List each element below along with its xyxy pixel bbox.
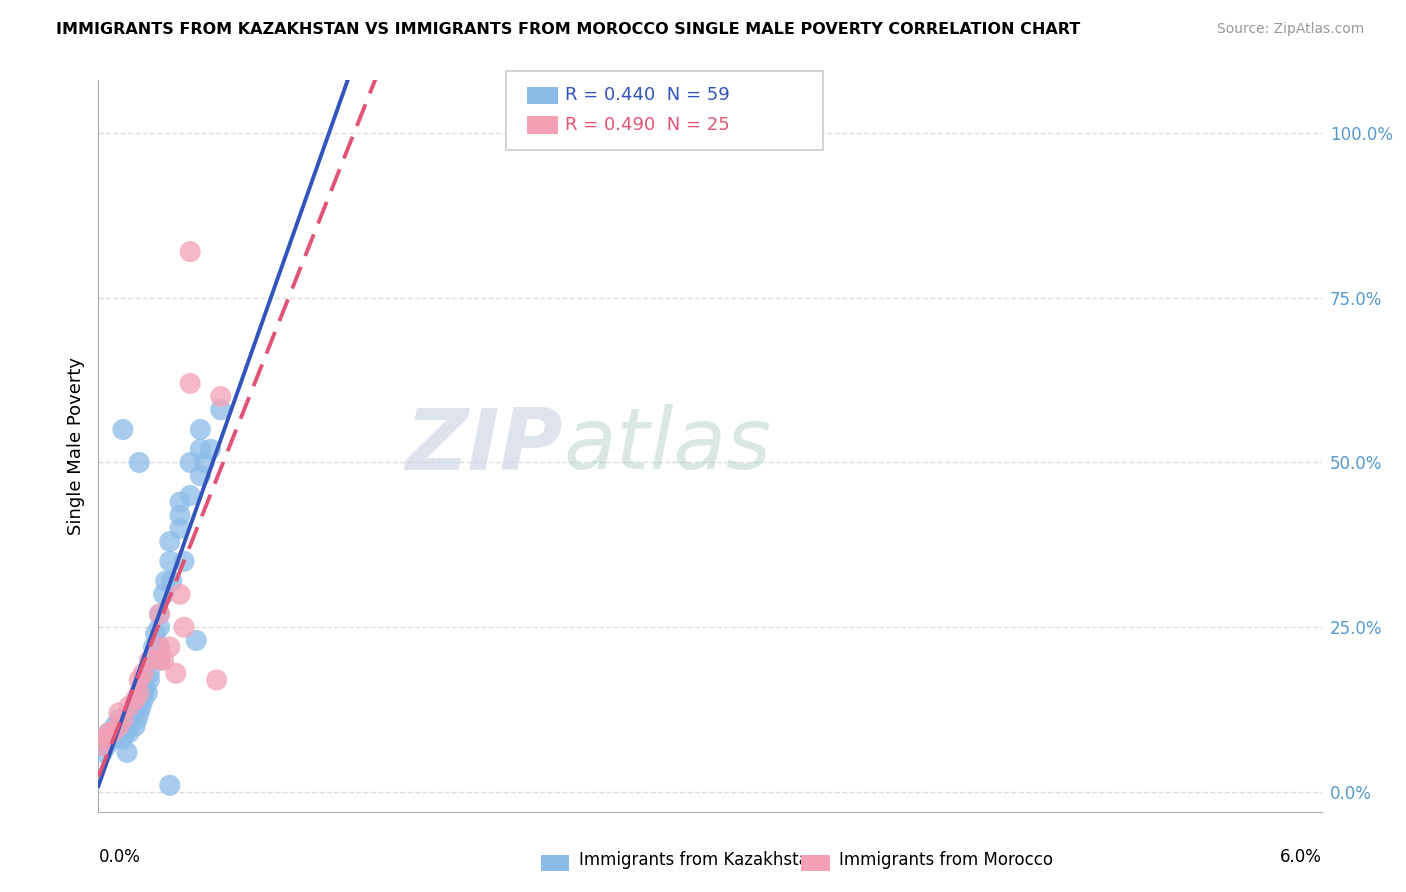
Text: ZIP: ZIP	[405, 404, 564, 488]
Point	[97, 732, 120, 747]
Point	[108, 713, 131, 727]
Point	[173, 554, 195, 568]
Point	[97, 725, 120, 739]
Point	[149, 620, 172, 634]
Point	[142, 640, 165, 654]
Point	[93, 732, 115, 747]
Point	[114, 725, 136, 739]
Point	[152, 653, 174, 667]
Point	[111, 732, 134, 747]
Point	[101, 732, 124, 747]
Point	[118, 719, 141, 733]
Point	[179, 244, 201, 259]
Point	[111, 423, 134, 437]
Point	[122, 706, 145, 720]
Point	[134, 680, 156, 694]
Text: IMMIGRANTS FROM KAZAKHSTAN VS IMMIGRANTS FROM MOROCCO SINGLE MALE POVERTY CORREL: IMMIGRANTS FROM KAZAKHSTAN VS IMMIGRANTS…	[56, 22, 1080, 37]
Point	[169, 587, 191, 601]
Point	[169, 508, 191, 523]
Point	[138, 653, 160, 667]
Point	[179, 455, 201, 469]
Point	[128, 455, 150, 469]
Text: atlas: atlas	[564, 404, 772, 488]
Point	[129, 699, 152, 714]
Point	[104, 719, 127, 733]
Point	[159, 778, 181, 792]
Point	[132, 686, 155, 700]
Point	[149, 640, 172, 654]
Point	[165, 666, 187, 681]
Point	[159, 640, 181, 654]
Point	[149, 653, 172, 667]
Point	[169, 495, 191, 509]
Point	[145, 627, 167, 641]
Point	[188, 468, 212, 483]
Point	[128, 692, 150, 706]
Point	[108, 725, 131, 739]
Text: 6.0%: 6.0%	[1279, 848, 1322, 866]
Point	[128, 673, 150, 687]
Point	[186, 633, 208, 648]
Point	[159, 534, 181, 549]
Point	[118, 699, 141, 714]
Point	[132, 692, 155, 706]
Point	[138, 666, 160, 681]
Point	[91, 739, 114, 753]
Point	[173, 620, 195, 634]
Point	[160, 574, 183, 588]
Point	[128, 706, 150, 720]
Point	[108, 719, 131, 733]
Text: Immigrants from Morocco: Immigrants from Morocco	[839, 851, 1053, 869]
Point	[141, 653, 163, 667]
Point	[128, 686, 150, 700]
Point	[209, 390, 232, 404]
Point	[169, 521, 191, 535]
Y-axis label: Single Male Poverty: Single Male Poverty	[66, 357, 84, 535]
Point	[127, 713, 149, 727]
Point	[108, 706, 131, 720]
Text: Immigrants from Kazakhstan: Immigrants from Kazakhstan	[579, 851, 820, 869]
Point	[132, 666, 155, 681]
Point	[149, 607, 172, 621]
Point	[120, 706, 142, 720]
Point	[149, 607, 172, 621]
Point	[100, 732, 122, 747]
Text: Source: ZipAtlas.com: Source: ZipAtlas.com	[1216, 22, 1364, 37]
Point	[101, 725, 124, 739]
Point	[193, 455, 215, 469]
Point	[128, 699, 150, 714]
Point	[124, 719, 146, 733]
Point	[188, 423, 212, 437]
Point	[159, 554, 181, 568]
Point	[96, 739, 118, 753]
Text: 0.0%: 0.0%	[98, 848, 141, 866]
Point	[118, 725, 141, 739]
Point	[179, 376, 201, 391]
Text: R = 0.440  N = 59: R = 0.440 N = 59	[565, 87, 730, 104]
Point	[149, 653, 172, 667]
Point	[152, 587, 174, 601]
Point	[91, 746, 114, 760]
Text: R = 0.490  N = 25: R = 0.490 N = 25	[565, 116, 730, 134]
Point	[209, 402, 232, 417]
Point	[179, 488, 201, 502]
Point	[200, 442, 222, 457]
Point	[124, 692, 146, 706]
Point	[97, 725, 120, 739]
Point	[149, 640, 172, 654]
Point	[205, 673, 228, 687]
Point	[115, 746, 138, 760]
Point	[93, 739, 115, 753]
Point	[138, 673, 160, 687]
Point	[188, 442, 212, 457]
Point	[108, 719, 131, 733]
Point	[155, 574, 177, 588]
Point	[101, 725, 124, 739]
Point	[111, 713, 134, 727]
Point	[136, 686, 159, 700]
